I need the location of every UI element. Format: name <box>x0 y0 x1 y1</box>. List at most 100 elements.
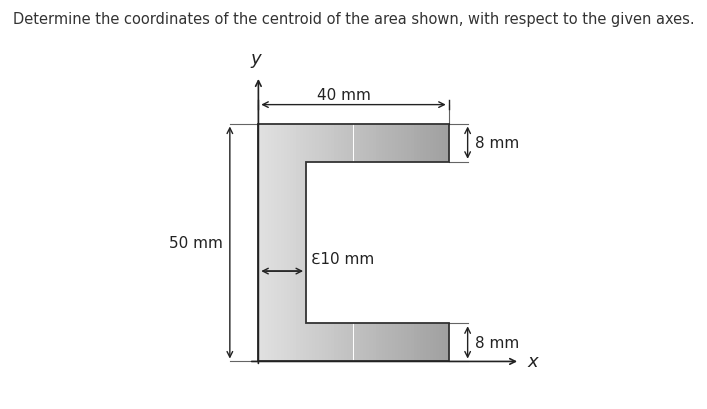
Bar <box>373 124 375 162</box>
Bar <box>411 324 414 362</box>
Bar <box>360 324 363 362</box>
Bar <box>439 124 443 162</box>
Bar <box>369 324 373 362</box>
Bar <box>319 124 322 162</box>
Bar <box>445 324 449 362</box>
Bar <box>287 124 290 362</box>
Bar <box>262 124 264 362</box>
Bar <box>398 324 401 362</box>
Bar <box>300 124 303 362</box>
Text: x: x <box>527 353 538 371</box>
Bar <box>373 324 375 362</box>
Bar <box>407 324 411 362</box>
Bar <box>325 324 328 362</box>
Bar <box>445 124 449 162</box>
Bar <box>344 324 347 362</box>
Bar <box>328 124 332 162</box>
Bar <box>325 124 328 162</box>
Bar <box>430 124 433 162</box>
Bar <box>401 124 404 162</box>
Bar <box>430 324 433 362</box>
Bar <box>398 124 401 162</box>
Bar <box>338 324 341 362</box>
Bar <box>388 124 392 162</box>
Bar <box>375 324 379 362</box>
Bar <box>407 124 411 162</box>
Bar <box>354 124 356 162</box>
Bar <box>392 324 395 362</box>
Bar <box>332 124 334 162</box>
Bar <box>433 324 436 362</box>
Bar <box>344 124 347 162</box>
Bar <box>439 324 443 362</box>
Text: Determine the coordinates of the centroid of the area shown, with respect to the: Determine the coordinates of the centroi… <box>13 12 694 27</box>
Bar <box>417 124 420 162</box>
Bar <box>322 324 325 362</box>
Bar <box>328 324 332 362</box>
Bar <box>436 324 439 362</box>
Bar <box>395 124 398 162</box>
Bar <box>388 324 392 362</box>
Bar <box>264 124 268 362</box>
Bar <box>332 324 334 362</box>
Bar <box>347 324 351 362</box>
Bar <box>347 124 351 162</box>
Bar <box>319 324 322 362</box>
Bar <box>363 324 366 362</box>
Bar <box>414 324 417 362</box>
Bar <box>315 124 319 162</box>
Bar <box>379 324 382 362</box>
Bar <box>363 124 366 162</box>
Bar <box>290 124 293 362</box>
Bar <box>271 124 274 362</box>
Bar <box>426 124 430 162</box>
Bar <box>414 124 417 162</box>
Bar <box>258 124 262 362</box>
Bar <box>356 124 360 162</box>
Bar <box>338 124 341 162</box>
Bar <box>274 124 277 362</box>
Bar <box>436 124 439 162</box>
Bar <box>309 324 312 362</box>
Bar <box>341 324 344 362</box>
Bar <box>404 124 407 162</box>
Bar <box>334 324 338 362</box>
Bar <box>404 324 407 362</box>
Text: 40 mm: 40 mm <box>317 88 371 103</box>
Bar <box>426 324 430 362</box>
Bar <box>360 124 363 162</box>
Bar <box>417 324 420 362</box>
Bar <box>312 324 315 362</box>
Bar <box>423 124 426 162</box>
Bar <box>420 324 423 362</box>
Bar <box>322 124 325 162</box>
Bar <box>420 124 423 162</box>
Text: 8 mm: 8 mm <box>475 136 519 151</box>
Bar <box>296 124 300 362</box>
Bar <box>277 124 281 362</box>
Text: ℇ10 mm: ℇ10 mm <box>310 252 374 267</box>
Bar <box>281 124 284 362</box>
Bar <box>354 324 356 362</box>
Bar <box>423 324 426 362</box>
Bar <box>443 124 445 162</box>
Bar <box>395 324 398 362</box>
Bar <box>293 124 296 362</box>
Bar <box>401 324 404 362</box>
Bar <box>366 124 369 162</box>
Bar <box>379 124 382 162</box>
Bar <box>268 124 271 362</box>
Bar <box>284 124 287 362</box>
Text: 50 mm: 50 mm <box>169 236 223 250</box>
Bar <box>411 124 414 162</box>
Bar <box>369 124 373 162</box>
Text: 8 mm: 8 mm <box>475 335 519 350</box>
Bar <box>385 124 388 162</box>
Bar <box>303 124 306 362</box>
Bar <box>351 124 354 162</box>
Bar <box>334 124 338 162</box>
Bar <box>366 324 369 362</box>
Bar <box>382 324 385 362</box>
Bar <box>375 124 379 162</box>
Bar <box>433 124 436 162</box>
